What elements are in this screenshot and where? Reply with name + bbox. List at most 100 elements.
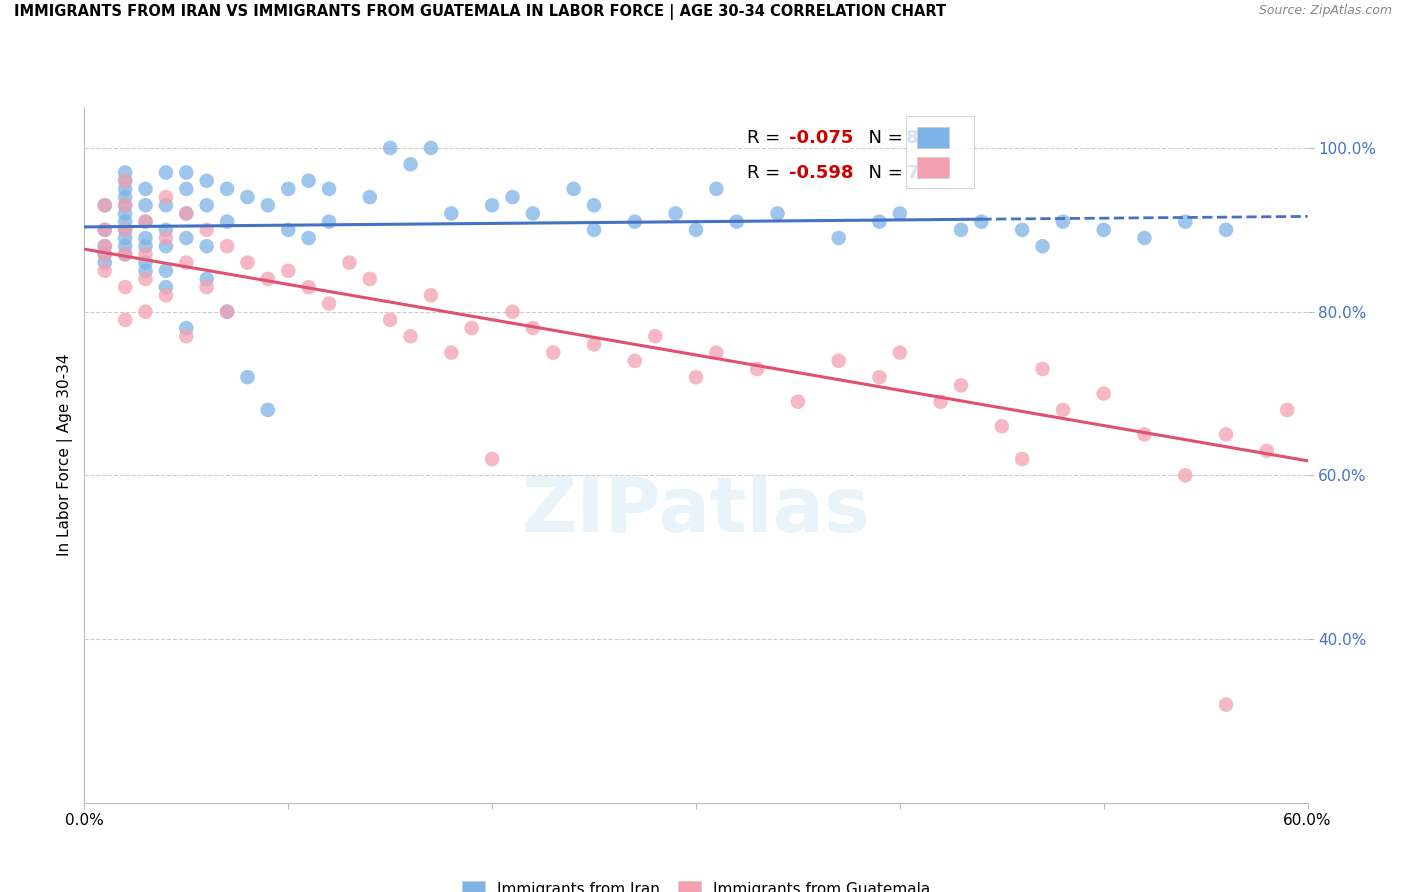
Point	[766, 206, 789, 220]
Point	[195, 239, 218, 253]
Point	[93, 255, 115, 269]
Point	[114, 231, 136, 245]
Point	[257, 272, 280, 286]
Point	[1215, 698, 1237, 712]
Point	[114, 165, 136, 179]
Point	[298, 280, 321, 294]
Point	[114, 280, 136, 294]
Point	[155, 280, 177, 294]
Point	[889, 206, 911, 220]
Point	[135, 247, 157, 261]
Point	[869, 214, 891, 228]
Text: R =: R =	[748, 164, 786, 182]
Point	[135, 214, 157, 228]
Point	[135, 304, 157, 318]
Point	[93, 247, 115, 261]
Point	[1256, 443, 1278, 458]
Point	[420, 288, 443, 302]
Text: -0.598: -0.598	[789, 164, 853, 182]
Point	[114, 239, 136, 253]
Text: R =: R =	[748, 129, 786, 147]
Point	[869, 370, 891, 384]
Point	[195, 223, 218, 237]
Point	[195, 198, 218, 212]
Point	[217, 214, 239, 228]
Point	[114, 182, 136, 196]
Point	[114, 198, 136, 212]
Point	[624, 353, 647, 368]
Point	[114, 313, 136, 327]
Point	[380, 141, 402, 155]
Point	[1316, 427, 1339, 442]
Point	[827, 231, 849, 245]
Point	[501, 304, 523, 318]
Text: N =: N =	[858, 164, 908, 182]
Point	[1215, 223, 1237, 237]
Point	[481, 452, 503, 467]
Point	[1011, 452, 1033, 467]
Point	[114, 174, 136, 188]
Text: 80: 80	[907, 129, 932, 147]
Point	[950, 378, 973, 392]
Point	[380, 313, 402, 327]
Point	[93, 264, 115, 278]
Text: ZIPatlas: ZIPatlas	[522, 474, 870, 548]
Point	[236, 370, 259, 384]
Point	[114, 223, 136, 237]
Point	[582, 223, 605, 237]
Point	[135, 239, 157, 253]
Point	[522, 206, 544, 220]
Point	[339, 255, 360, 269]
Point	[1052, 403, 1074, 417]
Text: -0.075: -0.075	[789, 129, 853, 147]
Legend: Immigrants from Iran, Immigrants from Guatemala: Immigrants from Iran, Immigrants from Gu…	[454, 873, 938, 892]
Point	[174, 165, 197, 179]
Point	[135, 272, 157, 286]
Point	[664, 206, 686, 220]
Point	[827, 353, 849, 368]
Point	[135, 182, 157, 196]
Point	[543, 345, 565, 359]
Point	[174, 206, 197, 220]
Point	[787, 394, 810, 409]
Point	[277, 223, 299, 237]
Point	[155, 231, 177, 245]
Point	[93, 247, 115, 261]
Point	[1174, 468, 1197, 483]
Point	[929, 394, 952, 409]
Point	[155, 264, 177, 278]
Point	[217, 182, 239, 196]
Point	[114, 223, 136, 237]
Point	[195, 272, 218, 286]
Point	[704, 182, 728, 196]
Point	[114, 206, 136, 220]
Point	[174, 255, 197, 269]
Point	[685, 223, 707, 237]
Point	[174, 206, 197, 220]
Point	[399, 157, 422, 171]
Point	[114, 247, 136, 261]
Point	[501, 190, 523, 204]
Point	[155, 239, 177, 253]
Point	[1358, 452, 1381, 467]
Point	[1378, 411, 1400, 425]
Point	[174, 321, 197, 335]
Point	[174, 231, 197, 245]
Point	[93, 223, 115, 237]
Point	[155, 288, 177, 302]
Point	[704, 345, 728, 359]
Text: 71: 71	[907, 164, 931, 182]
Text: Source: ZipAtlas.com: Source: ZipAtlas.com	[1258, 4, 1392, 18]
Point	[1032, 362, 1054, 376]
Point	[174, 329, 197, 343]
Point	[114, 198, 136, 212]
Point	[481, 198, 503, 212]
Point	[1275, 403, 1298, 417]
Point	[747, 362, 769, 376]
Point	[420, 141, 443, 155]
Point	[1011, 223, 1033, 237]
Point	[93, 239, 115, 253]
Point	[1092, 223, 1115, 237]
Point	[970, 214, 993, 228]
Point	[1092, 386, 1115, 401]
